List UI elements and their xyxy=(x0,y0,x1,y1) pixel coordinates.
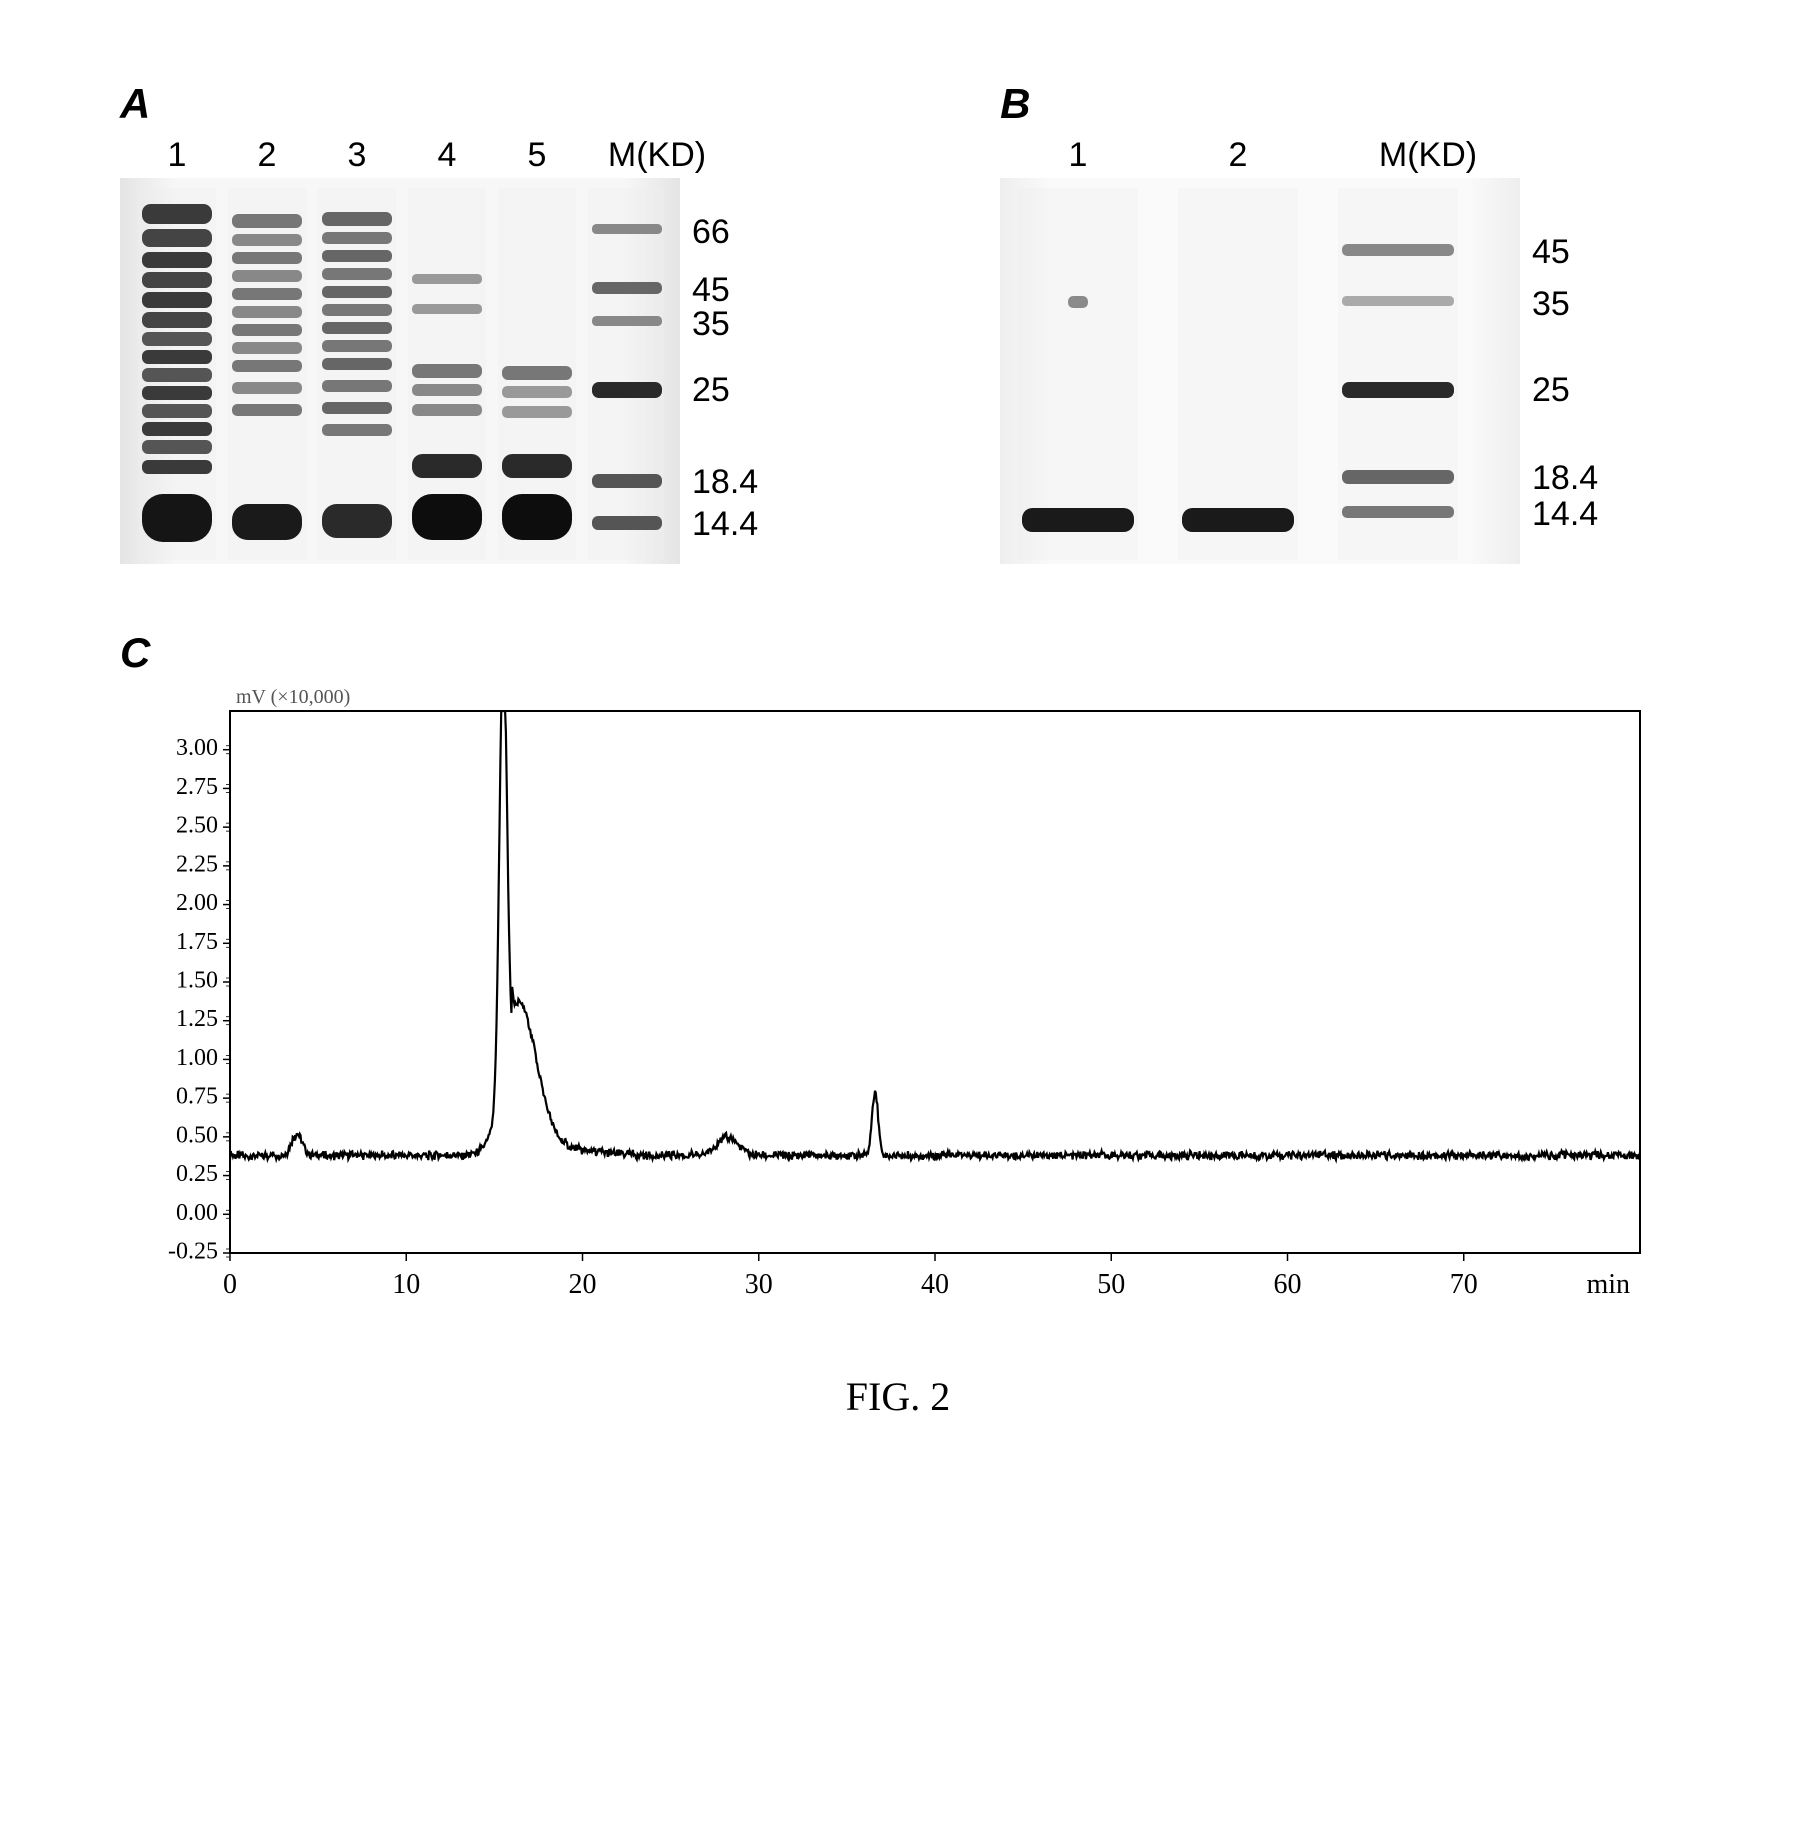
svg-text:35: 35 xyxy=(1532,285,1570,323)
svg-text:min: min xyxy=(1586,1269,1630,1300)
panel-a-gel: 12345M(KD)6645352518.414.4 xyxy=(120,134,960,579)
svg-text:40: 40 xyxy=(921,1269,949,1300)
svg-text:2.25: 2.25 xyxy=(176,851,218,877)
panel-a-label: A xyxy=(120,80,960,128)
svg-text:1.75: 1.75 xyxy=(176,929,218,955)
svg-text:25: 25 xyxy=(692,371,730,409)
svg-text:1.00: 1.00 xyxy=(176,1045,218,1071)
svg-text:14.4: 14.4 xyxy=(692,505,758,543)
svg-text:4: 4 xyxy=(438,136,457,174)
svg-text:25: 25 xyxy=(1532,371,1570,409)
svg-text:50: 50 xyxy=(1097,1269,1125,1300)
svg-text:14.4: 14.4 xyxy=(1532,495,1598,533)
figure-2: A 12345M(KD)6645352518.414.4 B 12M(KD)45… xyxy=(120,80,1676,1420)
svg-text:35: 35 xyxy=(692,305,730,343)
svg-text:45: 45 xyxy=(692,271,730,309)
panel-c-chromatogram: mV (×10,000) -0.25 0.00 0.25 0.50 0.75 1.00 1.2… xyxy=(120,683,1676,1343)
svg-text:0.50: 0.50 xyxy=(176,1122,218,1148)
svg-text:0: 0 xyxy=(223,1269,237,1300)
svg-text:1: 1 xyxy=(168,136,187,174)
svg-text:-0.25: -0.25 xyxy=(168,1239,218,1265)
panel-b-label: B xyxy=(1000,80,1676,128)
svg-text:1.50: 1.50 xyxy=(176,968,218,994)
svg-text:M(KD): M(KD) xyxy=(1379,136,1477,174)
svg-text:2.75: 2.75 xyxy=(176,774,218,800)
svg-text:0.25: 0.25 xyxy=(176,1161,218,1187)
svg-text:0.00: 0.00 xyxy=(176,1200,218,1226)
svg-text:30: 30 xyxy=(745,1269,773,1300)
svg-text:3: 3 xyxy=(348,136,367,174)
svg-text:2.50: 2.50 xyxy=(176,813,218,839)
svg-text:18.4: 18.4 xyxy=(692,463,758,501)
svg-text:2.00: 2.00 xyxy=(176,890,218,916)
svg-text:M(KD): M(KD) xyxy=(608,136,706,174)
svg-text:3.00: 3.00 xyxy=(176,735,218,761)
svg-text:1.25: 1.25 xyxy=(176,1006,218,1032)
panel-a: A 12345M(KD)6645352518.414.4 xyxy=(120,80,960,579)
panel-b: B 1 2 M(KD) 45 35 25 18.414.4 xyxy=(1000,80,1676,579)
svg-text:66: 66 xyxy=(692,213,730,251)
svg-text:2: 2 xyxy=(1229,136,1248,174)
panel-b-gel: 1 2 M(KD) 45 35 25 18.414.4 xyxy=(1000,134,1676,579)
svg-text:2: 2 xyxy=(258,136,277,174)
svg-text:45: 45 xyxy=(1532,233,1570,271)
figure-caption: FIG. 2 xyxy=(120,1373,1676,1420)
svg-text:18.4: 18.4 xyxy=(1532,459,1598,497)
panel-c: C mV (×10,000) -0.25 0.00 0.25 0.50 0.75 1.00 1… xyxy=(120,629,1676,1343)
svg-text:5: 5 xyxy=(528,136,547,174)
top-panels-row: A 12345M(KD)6645352518.414.4 B 12M(KD)45… xyxy=(120,80,1676,579)
svg-text:70: 70 xyxy=(1450,1269,1478,1300)
svg-text:20: 20 xyxy=(569,1269,597,1300)
svg-text:0.75: 0.75 xyxy=(176,1084,218,1110)
svg-text:mV (×10,000): mV (×10,000) xyxy=(236,686,350,708)
svg-text:10: 10 xyxy=(392,1269,420,1300)
panel-c-label: C xyxy=(120,629,1676,677)
svg-text:1: 1 xyxy=(1069,136,1088,174)
svg-text:60: 60 xyxy=(1274,1269,1302,1300)
